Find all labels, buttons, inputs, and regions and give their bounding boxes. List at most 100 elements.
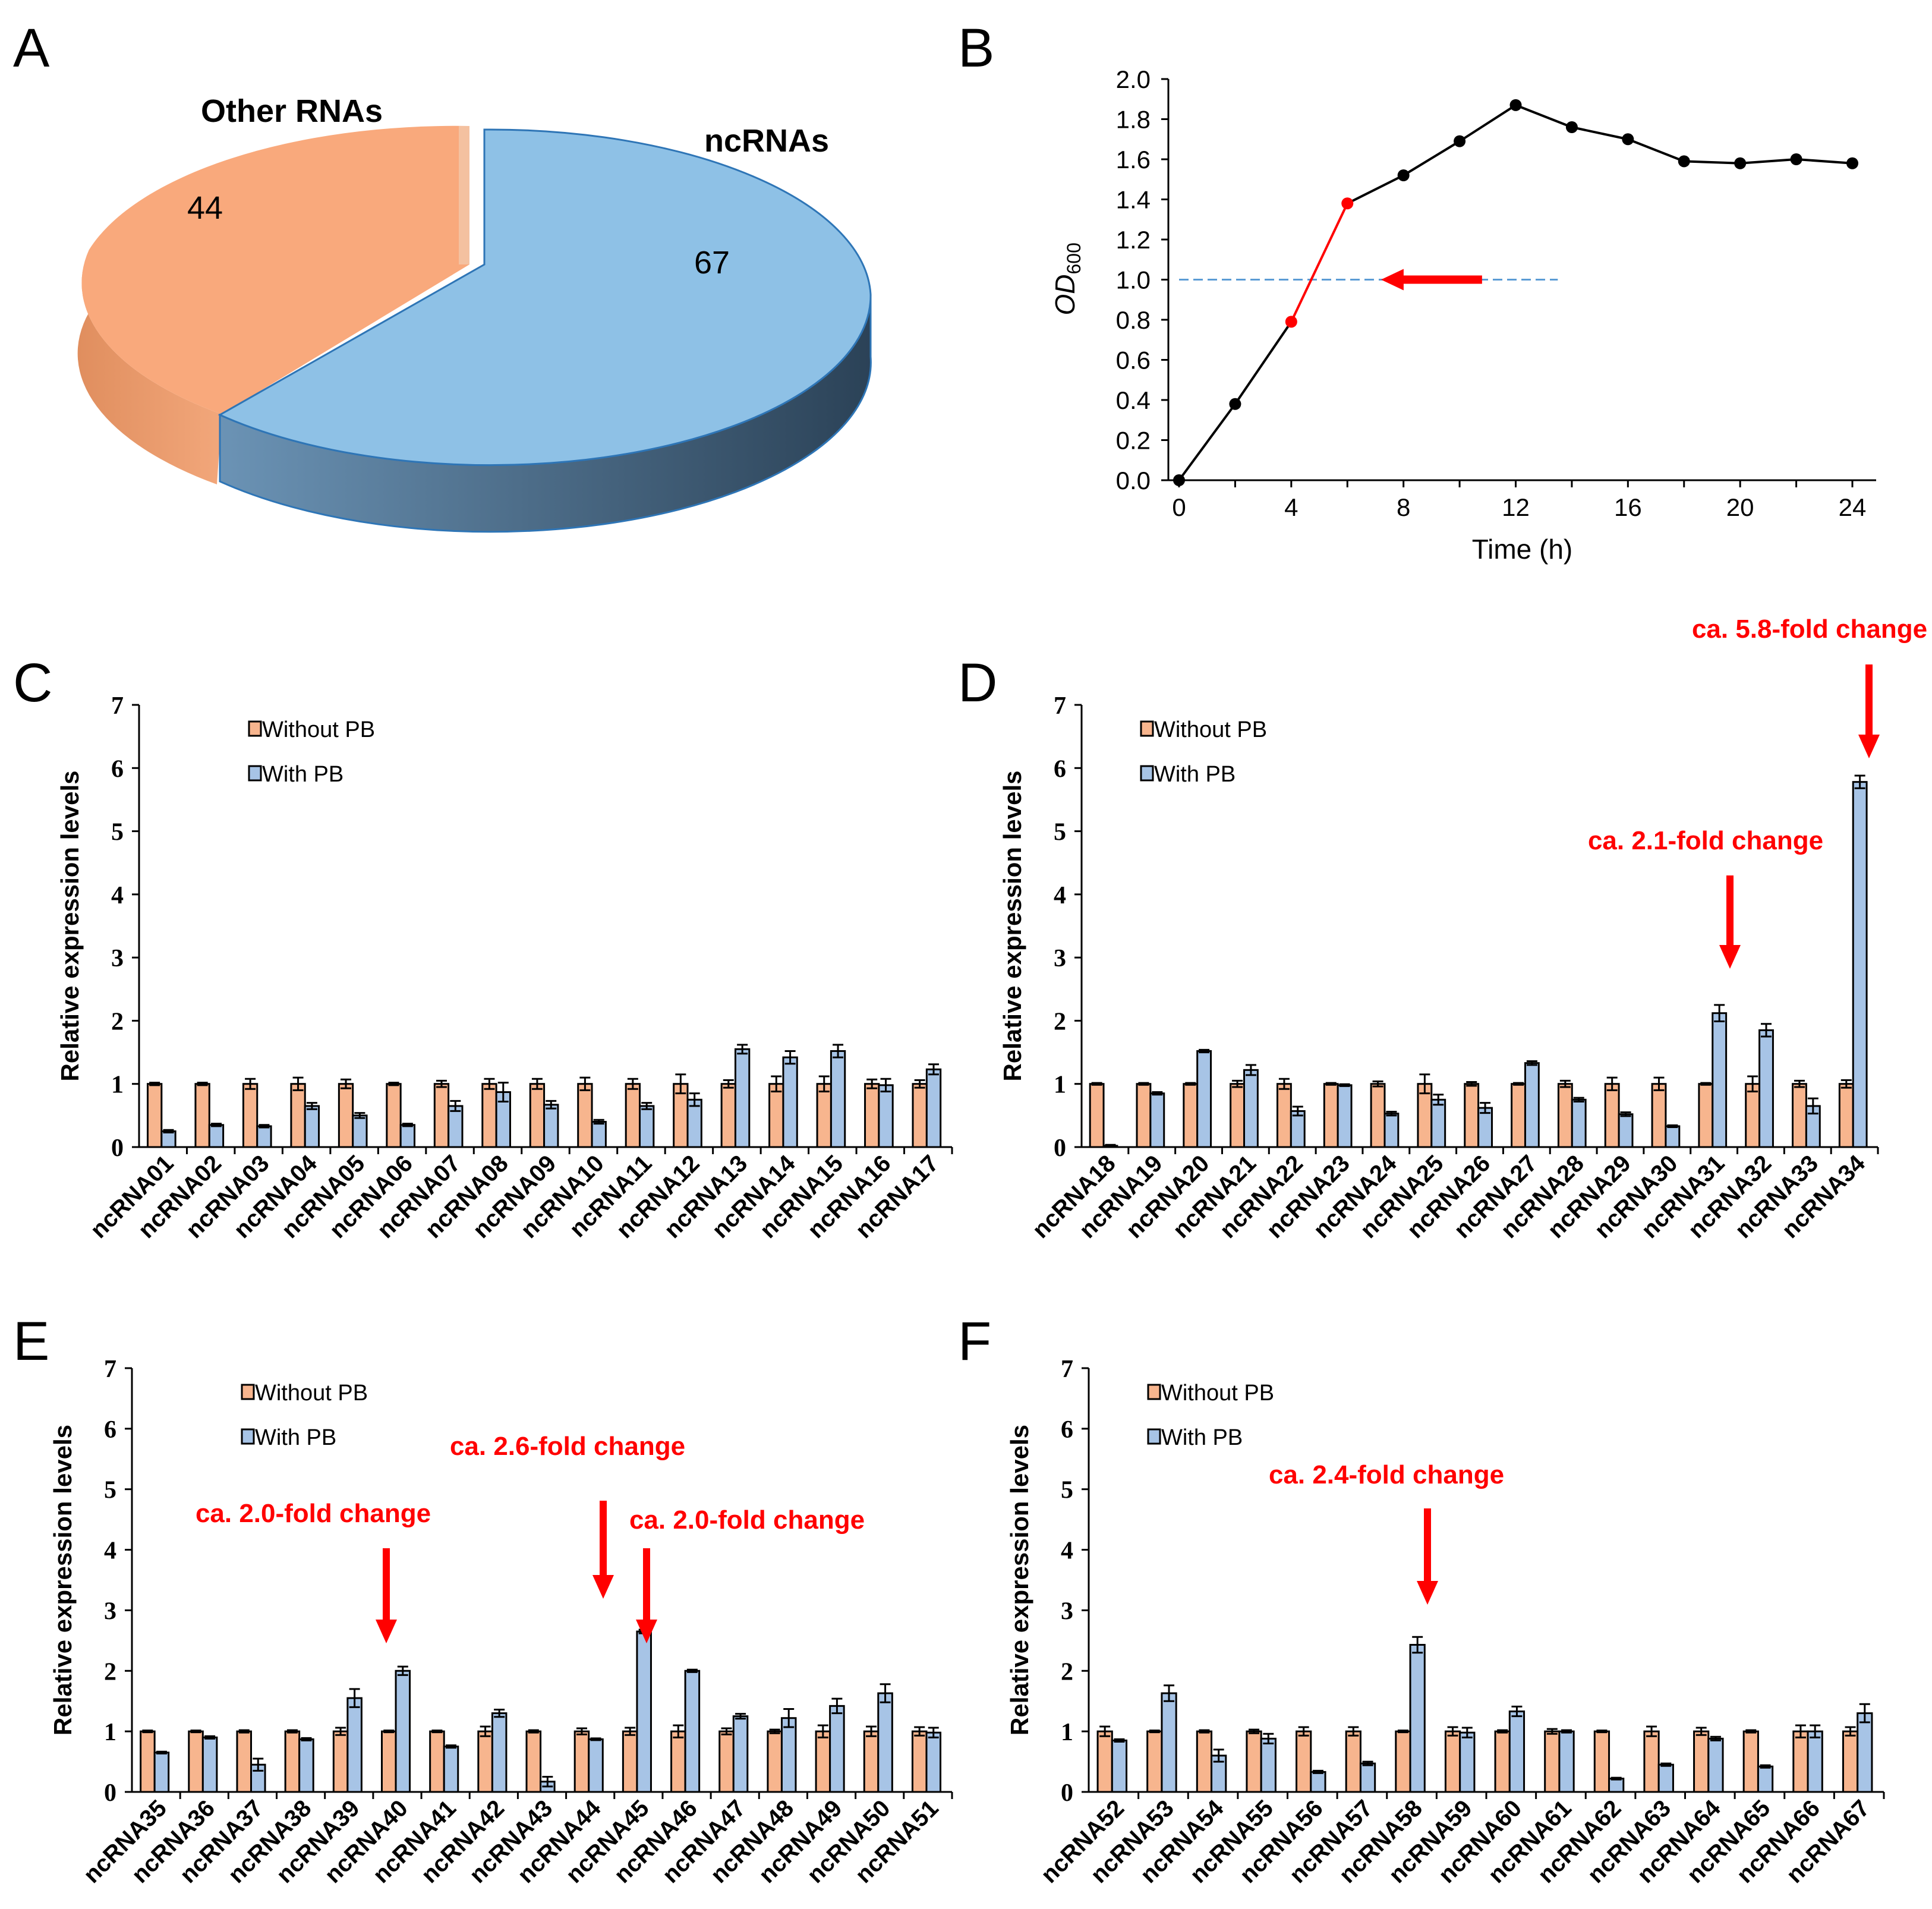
panel-b-y-tick-label: 0.4 xyxy=(1116,386,1151,414)
panel-c-y-tick-label: 4 xyxy=(111,882,124,909)
panel-c-y-tick-label: 2 xyxy=(111,1008,124,1035)
panel-d-y-axis-label: Relative expression levels xyxy=(998,771,1026,1082)
panel-d-bar-with-pb xyxy=(1337,1084,1353,1148)
panel-f-bar-with-pb xyxy=(1657,1763,1674,1793)
panel-d-legend-label: With PB xyxy=(1154,762,1236,787)
panel-c-y-axis-label: Relative expression levels xyxy=(56,771,84,1082)
panel-e-bar-with-pb xyxy=(153,1752,170,1793)
panel-c-bar-without-pb xyxy=(529,1083,546,1148)
panel-b-data-point xyxy=(1454,135,1466,147)
panel-e-bar-with-pb xyxy=(732,1715,749,1793)
panel-f-bar-without-pb xyxy=(1792,1730,1809,1793)
panel-f-annotation-arrow-head xyxy=(1417,1581,1438,1605)
panel-f-bar-without-pb xyxy=(1296,1730,1312,1793)
panel-d-annotation-text: ca. 5.8-fold change xyxy=(1692,615,1927,644)
panel-c-bar-with-pb xyxy=(399,1124,416,1148)
panel-c-bar-with-pb xyxy=(160,1130,177,1148)
panel-c-bar-with-pb xyxy=(304,1105,320,1148)
panel-b-y-tick-label: 1.4 xyxy=(1116,186,1151,214)
panel-b-arrow-head xyxy=(1381,269,1404,291)
panel-b-data-point xyxy=(1229,398,1241,410)
panel-e-bar-without-pb xyxy=(718,1730,735,1793)
panel-c-bar-with-pb xyxy=(878,1084,894,1148)
panel-d-bar-without-pb xyxy=(1557,1083,1573,1148)
panel-f-bar-without-pb xyxy=(1395,1730,1411,1793)
panel-e-bar-with-pb xyxy=(443,1746,459,1793)
panel-f-y-tick-label: 2 xyxy=(1061,1658,1073,1686)
panel-e-legend-swatch xyxy=(241,1428,255,1445)
pie-slice-other-side xyxy=(77,250,222,484)
panel-b-data-point xyxy=(1509,99,1522,111)
panel-e-legend-label: With PB xyxy=(255,1425,336,1450)
panel-d-bar-with-pb xyxy=(1383,1113,1400,1148)
panel-c-bar-with-pb xyxy=(830,1050,846,1148)
panel-e-bar-without-pb xyxy=(622,1730,638,1793)
panel-e-annotation-text: ca. 2.0-fold change xyxy=(196,1499,431,1528)
panel-d-bar-without-pb xyxy=(1370,1083,1386,1148)
panel-e-bar-without-pb xyxy=(429,1730,445,1793)
panel-c-y-tick-label: 0 xyxy=(111,1135,124,1162)
panel-e-bar-without-pb xyxy=(767,1730,783,1793)
panel-d-bar-with-pb xyxy=(1571,1098,1587,1148)
panel-f-annotation-text: ca. 2.4-fold change xyxy=(1269,1460,1504,1489)
pie-value-ncrnas: 67 xyxy=(694,245,730,281)
panel-e-bar-with-pb xyxy=(201,1736,218,1793)
panel-b-x-tick-label: 0 xyxy=(1172,493,1186,521)
panel-f-bar-with-pb xyxy=(1608,1778,1625,1793)
panel-b-series-segment xyxy=(1796,158,1853,165)
panel-b-x-tick-label: 12 xyxy=(1502,493,1530,521)
panel-e-y-tick-label: 7 xyxy=(104,1356,116,1383)
panel-e-annotation-arrow-head xyxy=(592,1575,614,1599)
panel-c-bar-without-pb xyxy=(481,1083,497,1148)
panel-f-bar-with-pb xyxy=(1111,1739,1128,1793)
panel-e-y-tick-label: 2 xyxy=(104,1658,116,1686)
panel-d-bar-without-pb xyxy=(1792,1083,1807,1148)
panel-e-bar-without-pb xyxy=(332,1730,349,1793)
panel-b-y-tick-label: 1.8 xyxy=(1116,106,1151,134)
panel-f-bar-without-pb xyxy=(1196,1730,1213,1793)
panel-f-y-axis-label: Relative expression levels xyxy=(1006,1425,1033,1735)
panel-f-y-tick-label: 6 xyxy=(1061,1416,1073,1444)
panel-b-series-segment xyxy=(1684,160,1741,165)
panel-letter-a: A xyxy=(13,18,50,78)
panel-d-annotation-text: ca. 2.1-fold change xyxy=(1588,826,1823,855)
panel-f-bar-with-pb xyxy=(1807,1730,1823,1793)
panel-d-bar-without-pb xyxy=(1838,1083,1854,1148)
panel-c-bar-without-pb xyxy=(290,1083,306,1148)
panel-f-bar-without-pb xyxy=(1693,1730,1710,1793)
panel-f-y-tick-label: 4 xyxy=(1061,1538,1073,1565)
panel-e-bar-without-pb xyxy=(236,1730,253,1793)
panel-d-bar-without-pb xyxy=(1089,1083,1105,1148)
panel-f-y-tick-label: 7 xyxy=(1061,1356,1073,1383)
panel-e-bar-with-pb xyxy=(636,1630,652,1793)
panel-b-series-segment xyxy=(1459,104,1517,143)
panel-f-bar-with-pb xyxy=(1508,1710,1526,1793)
panel-c-bar-with-pb xyxy=(639,1105,655,1148)
panel-f-legend-label: Without PB xyxy=(1161,1381,1274,1406)
panel-e-bar-with-pb xyxy=(588,1738,604,1793)
panel-d-bar-without-pb xyxy=(1651,1083,1667,1148)
panel-f-bar-without-pb xyxy=(1096,1730,1113,1793)
panel-f-legend-swatch xyxy=(1147,1384,1161,1400)
panel-f-bar-with-pb xyxy=(1161,1692,1177,1793)
panel-c-bar-with-pb xyxy=(256,1125,272,1148)
panel-d-bar-without-pb xyxy=(1745,1083,1761,1148)
pie-slice-other-rnas xyxy=(81,125,470,414)
panel-d-y-tick-label: 1 xyxy=(1054,1072,1066,1099)
panel-b-data-point xyxy=(1565,121,1578,133)
panel-f-bar-without-pb xyxy=(1643,1730,1660,1793)
panel-b-data-point xyxy=(1285,316,1297,328)
panel-e-bar-without-pb xyxy=(573,1730,590,1793)
panel-e-bar-without-pb xyxy=(188,1730,204,1793)
panel-b-series-segment xyxy=(1234,321,1293,405)
panel-d-bar-with-pb xyxy=(1243,1069,1259,1148)
panel-b-series-segment xyxy=(1402,140,1461,177)
panel-b-y-tick-label: 0.8 xyxy=(1116,306,1151,334)
panel-d-bar-with-pb xyxy=(1758,1029,1774,1148)
panel-b-y-tick-label: 1.2 xyxy=(1116,226,1151,254)
panel-d-bar-without-pb xyxy=(1464,1083,1480,1148)
